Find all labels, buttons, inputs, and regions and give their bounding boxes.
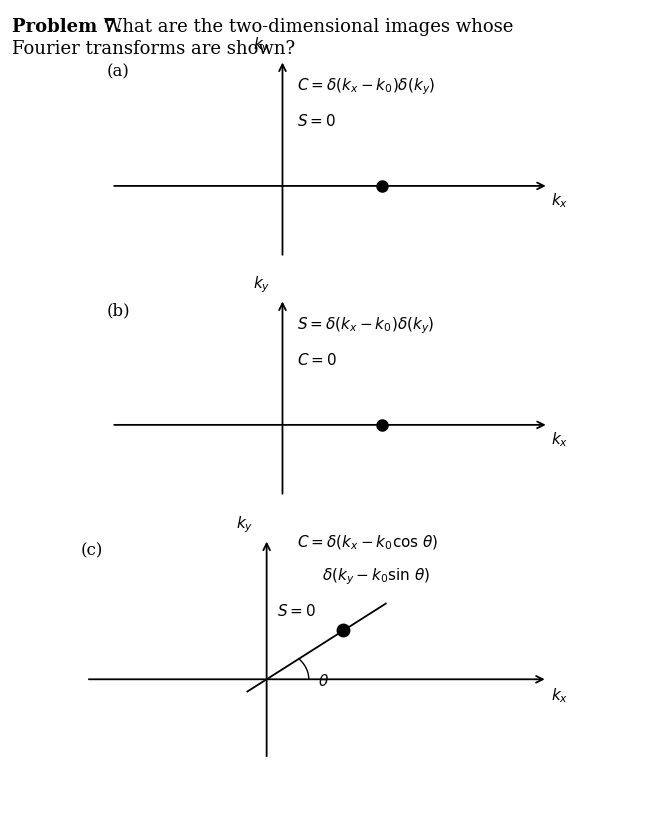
Text: $k_x$: $k_x$ — [551, 686, 568, 705]
Text: (b): (b) — [107, 302, 130, 319]
Text: $k_x$: $k_x$ — [551, 430, 569, 449]
Text: $C = \delta(k_x -k_0)\delta(k_y)$: $C = \delta(k_x -k_0)\delta(k_y)$ — [297, 77, 435, 97]
Text: $S = \delta(k_x - k_0)\delta(k_y)$: $S = \delta(k_x - k_0)\delta(k_y)$ — [297, 316, 434, 336]
Text: (c): (c) — [81, 542, 104, 559]
Text: Problem 7.: Problem 7. — [12, 18, 122, 36]
Text: $C = 0$: $C = 0$ — [297, 352, 337, 368]
Text: (a): (a) — [107, 63, 129, 80]
Text: $k_y$: $k_y$ — [253, 35, 270, 56]
Text: $S = 0$: $S = 0$ — [277, 603, 315, 619]
Text: What are the two-dimensional images whose: What are the two-dimensional images whos… — [98, 18, 513, 36]
Text: $S = 0$: $S = 0$ — [297, 113, 336, 129]
Text: $k_y$: $k_y$ — [236, 514, 253, 535]
Text: $\theta$: $\theta$ — [318, 672, 329, 689]
Text: $k_y$: $k_y$ — [253, 274, 270, 295]
Text: $\delta(k_y - k_0\sin\,\theta)$: $\delta(k_y - k_0\sin\,\theta)$ — [322, 566, 430, 587]
Text: Fourier transforms are shown?: Fourier transforms are shown? — [12, 40, 295, 58]
Text: $C = \delta(k_x - k_0\cos\,\theta)$: $C = \delta(k_x - k_0\cos\,\theta)$ — [297, 533, 438, 552]
Text: $k_x$: $k_x$ — [551, 191, 569, 210]
